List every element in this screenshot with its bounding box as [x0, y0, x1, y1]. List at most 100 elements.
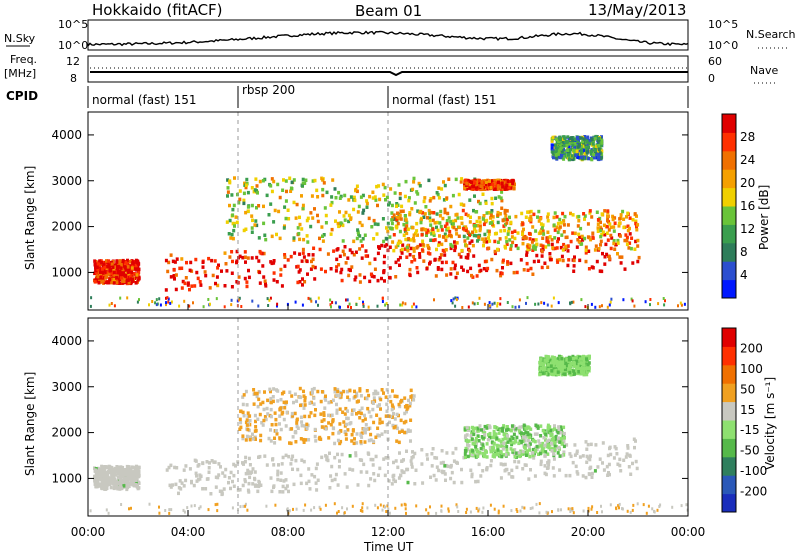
heatmap-cell: [281, 455, 285, 460]
heatmap-cell: [217, 473, 221, 477]
cpid-segment-label: rbsp 200: [242, 83, 295, 97]
heatmap-cell: [115, 280, 119, 284]
heatmap-cell: [503, 211, 507, 215]
heatmap-cell: [595, 210, 599, 214]
heatmap-cell: [558, 258, 562, 262]
heatmap-cell: [293, 251, 297, 255]
heatmap-cell: [391, 240, 395, 244]
heatmap-cell: [119, 276, 123, 280]
heatmap-cell: [547, 242, 551, 247]
colorbar-tick-label: 24: [740, 153, 755, 167]
heatmap-cell: [238, 296, 241, 300]
heatmap-cell: [333, 387, 337, 391]
heatmap-cell: [137, 267, 141, 272]
heatmap-cell: [561, 140, 565, 144]
heatmap-cell: [257, 259, 261, 263]
heatmap-cell: [552, 368, 556, 372]
heatmap-cell: [169, 275, 173, 279]
heatmap-cell: [645, 511, 648, 515]
heatmap-cell: [436, 267, 440, 271]
heatmap-cell: [629, 510, 632, 514]
heatmap-cell: [409, 395, 413, 399]
heatmap-cell: [526, 432, 530, 437]
heatmap-cell: [499, 229, 503, 233]
heatmap-cell: [398, 404, 402, 409]
heatmap-cell: [317, 296, 320, 300]
heatmap-cell: [463, 449, 467, 453]
heatmap-cell: [451, 301, 454, 305]
heatmap-cell: [303, 403, 307, 407]
heatmap-cell: [546, 363, 550, 367]
heatmap-cell: [430, 452, 434, 456]
heatmap-cell: [250, 230, 254, 234]
heatmap-cell: [298, 280, 302, 284]
heatmap-cell: [506, 434, 509, 438]
heatmap-cell: [360, 256, 364, 260]
heatmap-cell: [522, 227, 525, 232]
heatmap-cell: [493, 301, 496, 305]
heatmap-cell: [363, 413, 366, 418]
heatmap-cell: [560, 154, 564, 158]
heatmap-cell: [369, 272, 373, 277]
heatmap-cell: [634, 219, 638, 223]
heatmap-cell: [322, 413, 326, 417]
heatmap-cell: [514, 244, 518, 248]
heatmap-cell: [566, 148, 569, 152]
heatmap-cell: [567, 364, 571, 368]
heatmap-cell: [167, 465, 171, 470]
heatmap-cell: [555, 146, 559, 151]
heatmap-cell: [585, 370, 589, 374]
heatmap-cell: [445, 222, 449, 226]
heatmap-cell: [385, 388, 389, 392]
heatmap-cell: [134, 268, 138, 272]
heatmap-cell: [120, 471, 124, 476]
heatmap-cell: [125, 464, 129, 469]
heatmap-cell: [579, 226, 583, 231]
heatmap-cell: [343, 412, 347, 416]
heatmap-cell: [291, 414, 295, 418]
heatmap-cell: [284, 179, 288, 183]
heatmap-cell: [558, 440, 562, 444]
heatmap-cell: [404, 507, 407, 511]
heatmap-cell: [518, 298, 521, 302]
heatmap-cell: [401, 243, 405, 247]
heatmap-cell: [113, 304, 116, 308]
heatmap-cell: [506, 232, 510, 236]
heatmap-cell: [459, 180, 463, 184]
heatmap-cell: [548, 372, 552, 376]
heatmap-cell: [503, 208, 507, 213]
heatmap-cell: [130, 482, 134, 486]
heatmap-cell: [511, 305, 514, 309]
heatmap-cell: [305, 259, 309, 264]
heatmap-cell: [543, 443, 547, 448]
heatmap-cell: [347, 273, 351, 278]
heatmap-cell: [272, 463, 276, 467]
heatmap-cell: [633, 212, 637, 216]
heatmap-cell: [345, 389, 349, 394]
heatmap-cell: [618, 217, 622, 221]
heatmap-cell: [296, 264, 300, 269]
heatmap-cell: [553, 424, 556, 428]
heatmap-cell: [125, 487, 129, 492]
heatmap-cell: [390, 407, 394, 412]
heatmap-cell: [454, 296, 457, 300]
heatmap-cell: [512, 182, 516, 186]
heatmap-cell: [334, 196, 338, 200]
heatmap-cell: [587, 235, 591, 240]
heatmap-cell: [455, 212, 459, 217]
heatmap-cell: [615, 452, 619, 456]
heatmap-cell: [98, 473, 102, 477]
heatmap-cell: [409, 439, 412, 443]
heatmap-cell: [439, 209, 443, 214]
heatmap-cell: [130, 478, 134, 482]
heatmap-cell: [324, 221, 328, 225]
heatmap-cell: [343, 511, 346, 515]
heatmap-cell: [124, 478, 128, 483]
heatmap-cell: [483, 232, 487, 237]
heatmap-cell: [540, 301, 543, 305]
heatmap-cell: [528, 442, 532, 446]
heatmap-cell: [244, 502, 247, 506]
heatmap-cell: [369, 477, 373, 481]
heatmap-cell: [352, 239, 356, 244]
heatmap-cell: [301, 437, 305, 442]
